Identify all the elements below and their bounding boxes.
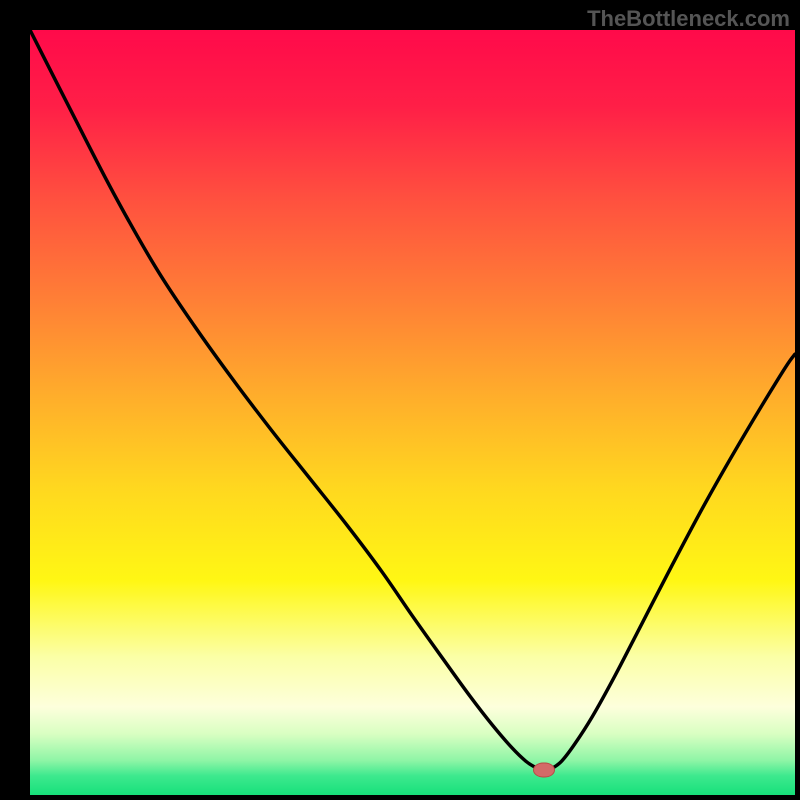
plot-area xyxy=(30,30,795,770)
watermark-text: TheBottleneck.com xyxy=(587,6,790,32)
bottleneck-curve xyxy=(30,30,795,770)
optimum-marker xyxy=(533,763,555,778)
